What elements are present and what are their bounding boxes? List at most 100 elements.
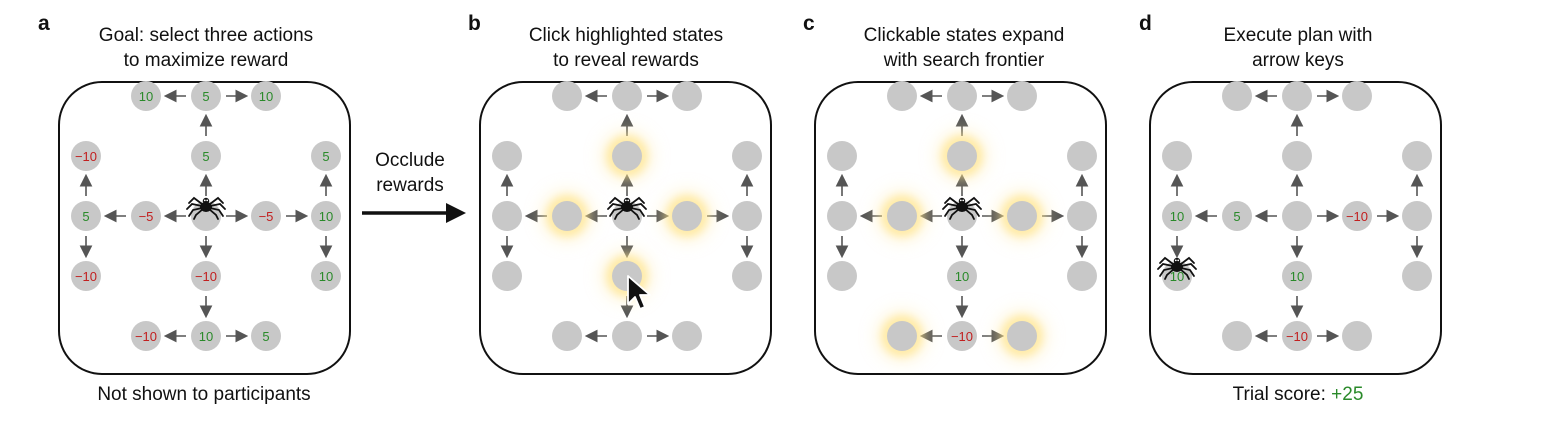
state-node-right3d[interactable]: 10: [311, 261, 341, 291]
state-node-left3u[interactable]: [1162, 141, 1192, 171]
state-node-right3d[interactable]: [732, 261, 762, 291]
state-node-right3d[interactable]: [1067, 261, 1097, 291]
state-node-left1[interactable]: [552, 201, 582, 231]
state-node-right2[interactable]: 10: [311, 201, 341, 231]
reward-value: −10: [950, 328, 974, 344]
state-node-down2[interactable]: 10: [191, 321, 221, 351]
state-node-left3u[interactable]: [492, 141, 522, 171]
caption-a: Not shown to participants: [97, 384, 311, 405]
state-node-up1[interactable]: [1282, 141, 1312, 171]
state-node-down2[interactable]: −10: [1282, 321, 1312, 351]
state-node-down3r[interactable]: [1007, 321, 1037, 351]
state-node-right1[interactable]: −10: [1342, 201, 1372, 231]
panel-letter-b: b: [468, 12, 481, 35]
board-d: 10 −10 5 10 10 −10: [1149, 81, 1442, 375]
state-node-right2[interactable]: [1402, 201, 1432, 231]
state-node-down3l[interactable]: [1222, 321, 1252, 351]
reward-value: −10: [74, 268, 98, 284]
panel-title-a: Goal: select three actions to maximize r…: [56, 23, 356, 73]
panel-letter-c: c: [803, 12, 815, 35]
state-node-up2[interactable]: 5: [191, 81, 221, 111]
spider-icon: [607, 196, 647, 220]
state-node-left1[interactable]: [887, 201, 917, 231]
title-line: to maximize reward: [123, 50, 289, 71]
state-node-left3u[interactable]: −10: [71, 141, 101, 171]
state-node-right3d[interactable]: [1402, 261, 1432, 291]
state-node-left2[interactable]: [827, 201, 857, 231]
board-a: 5 5 10 10 −10 10 −10 5 −5 5 −10 −10 −5 10 5 10: [58, 81, 351, 375]
reward-value: 5: [1233, 208, 1241, 224]
state-node-left3d[interactable]: [492, 261, 522, 291]
state-node-down3r[interactable]: 5: [251, 321, 281, 351]
state-node-down2[interactable]: [612, 321, 642, 351]
state-node-right1[interactable]: [1007, 201, 1037, 231]
graph-arrows: [1170, 89, 1424, 343]
state-node-down2[interactable]: −10: [947, 321, 977, 351]
state-node-left3d[interactable]: [827, 261, 857, 291]
state-node-up1[interactable]: [612, 141, 642, 171]
state-node-up3r[interactable]: [1007, 81, 1037, 111]
reward-value: −5: [138, 208, 154, 224]
reward-value: 5: [202, 88, 210, 104]
spider-icon: [1157, 256, 1197, 280]
graph-arrows: [835, 89, 1089, 343]
state-node-right2[interactable]: [1067, 201, 1097, 231]
state-node-down3r[interactable]: [672, 321, 702, 351]
state-node-up3r[interactable]: [672, 81, 702, 111]
reward-value: 10: [1169, 268, 1185, 284]
reward-value: 10: [1289, 268, 1305, 284]
state-node-right3u[interactable]: 5: [311, 141, 341, 171]
state-node-down3l[interactable]: [887, 321, 917, 351]
state-node-down3l[interactable]: [552, 321, 582, 351]
state-node-up3r[interactable]: 10: [251, 81, 281, 111]
panel-letter-a: a: [38, 12, 50, 35]
state-node-left2[interactable]: 5: [71, 201, 101, 231]
reward-value: 5: [262, 328, 270, 344]
state-node-right3u[interactable]: [1402, 141, 1432, 171]
state-node-right2[interactable]: [732, 201, 762, 231]
state-node-left2[interactable]: 10: [1162, 201, 1192, 231]
reward-value: −10: [1285, 328, 1309, 344]
state-node-left1[interactable]: −5: [131, 201, 161, 231]
state-node-up3l[interactable]: [887, 81, 917, 111]
state-node-right1[interactable]: −5: [251, 201, 281, 231]
state-node-up3l[interactable]: 10: [131, 81, 161, 111]
state-node-down3r[interactable]: [1342, 321, 1372, 351]
state-node-right3u[interactable]: [1067, 141, 1097, 171]
occlude-label: Occlude rewards: [355, 148, 465, 198]
state-node-left2[interactable]: [492, 201, 522, 231]
title-line: arrow keys: [1252, 50, 1344, 71]
state-node-up2[interactable]: [1282, 81, 1312, 111]
reward-value: 10: [318, 208, 334, 224]
state-node-left3d[interactable]: −10: [71, 261, 101, 291]
panel-title-b: Click highlighted states to reveal rewar…: [476, 23, 776, 73]
state-node-up3l[interactable]: [1222, 81, 1252, 111]
state-node-up3r[interactable]: [1342, 81, 1372, 111]
state-node-down3l[interactable]: −10: [131, 321, 161, 351]
state-node-left3u[interactable]: [827, 141, 857, 171]
graph-arrows: [79, 89, 333, 343]
state-node-down1[interactable]: 10: [947, 261, 977, 291]
state-node-center[interactable]: [1282, 201, 1312, 231]
reward-value: −10: [1345, 208, 1369, 224]
title-line: Click highlighted states: [528, 25, 724, 46]
board-b: [479, 81, 772, 375]
score-label: Trial score:: [1232, 384, 1332, 405]
state-node-up1[interactable]: [947, 141, 977, 171]
title-line: to reveal rewards: [553, 50, 699, 71]
state-node-right3u[interactable]: [732, 141, 762, 171]
reward-value: 10: [198, 328, 214, 344]
state-node-left1[interactable]: 5: [1222, 201, 1252, 231]
state-node-down1[interactable]: −10: [191, 261, 221, 291]
state-node-up1[interactable]: 5: [191, 141, 221, 171]
state-node-down1[interactable]: 10: [1282, 261, 1312, 291]
state-node-right1[interactable]: [672, 201, 702, 231]
state-node-up3l[interactable]: [552, 81, 582, 111]
state-node-up2[interactable]: [947, 81, 977, 111]
state-node-up2[interactable]: [612, 81, 642, 111]
panel-title-c: Clickable states expand with search fron…: [814, 23, 1114, 73]
mouse-cursor-icon: [627, 275, 651, 310]
panel-title-d: Execute plan with arrow keys: [1148, 23, 1448, 73]
occlude-line: rewards: [376, 175, 444, 196]
reward-value: −10: [134, 328, 158, 344]
